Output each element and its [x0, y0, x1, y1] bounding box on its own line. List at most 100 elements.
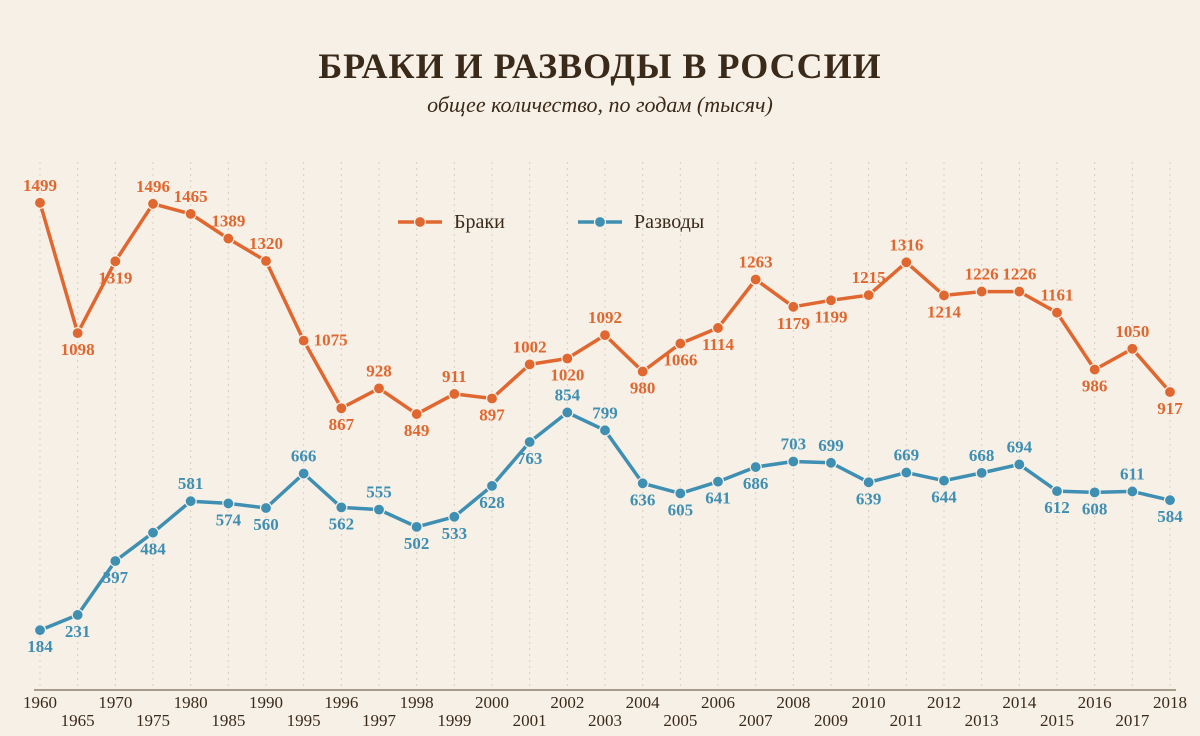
marriages-marker [449, 388, 460, 399]
marriages-marker [185, 208, 196, 219]
chart-title: БРАКИ И РАЗВОДЫ В РОССИИ [318, 46, 881, 86]
divorces-marker [1014, 459, 1025, 470]
divorces-value-label: 628 [479, 493, 505, 512]
marriages-marker [1014, 286, 1025, 297]
chart-subtitle: общее количество, по годам (тысяч) [427, 92, 773, 117]
marriages-marker [637, 366, 648, 377]
x-axis-label: 2011 [890, 711, 923, 730]
marriages-marker [411, 409, 422, 420]
divorces-value-label: 699 [818, 436, 844, 455]
divorces-value-label: 644 [931, 488, 957, 507]
x-axis-label: 1975 [136, 711, 170, 730]
divorces-value-label: 854 [555, 385, 581, 404]
x-axis-label: 1995 [287, 711, 321, 730]
marriages-value-label: 849 [404, 421, 430, 440]
marriages-value-label: 1092 [588, 308, 622, 327]
divorces-marker [826, 457, 837, 468]
divorces-value-label: 666 [291, 447, 317, 466]
marriages-value-label: 1179 [777, 314, 810, 333]
divorces-marker [336, 502, 347, 513]
line-chart: БРАКИ И РАЗВОДЫ В РОССИИ общее количество… [0, 0, 1200, 736]
marriages-value-label: 980 [630, 379, 656, 398]
marriages-marker [148, 198, 159, 209]
marriages-value-label: 1075 [314, 331, 348, 350]
marriages-marker [750, 274, 761, 285]
x-axis-label: 2005 [663, 711, 697, 730]
marriages-value-label: 1316 [889, 235, 923, 254]
marriages-value-label: 1496 [136, 177, 170, 196]
divorces-marker [788, 456, 799, 467]
divorces-marker [637, 478, 648, 489]
legend-marker-marriages [415, 217, 426, 228]
marriages-value-label: 1050 [1115, 322, 1149, 341]
x-axis-label: 2006 [701, 693, 735, 712]
divorces-marker [223, 498, 234, 509]
marriages-value-label: 1215 [852, 268, 886, 287]
marriages-marker [1052, 307, 1063, 318]
x-axis-label: 2015 [1040, 711, 1074, 730]
x-axis-label: 1960 [23, 693, 57, 712]
divorces-marker [148, 527, 159, 538]
marriages-value-label: 1319 [98, 268, 132, 287]
divorces-value-label: 669 [894, 446, 920, 465]
divorces-marker [411, 521, 422, 532]
divorces-marker [1089, 487, 1100, 498]
x-axis-label: 1980 [174, 693, 208, 712]
divorces-value-label: 231 [65, 622, 91, 641]
marriages-marker [524, 359, 535, 370]
divorces-value-label: 184 [27, 637, 53, 656]
divorces-marker [675, 488, 686, 499]
legend-marker-divorces [595, 217, 606, 228]
divorces-marker [976, 467, 987, 478]
x-axis-label: 1990 [249, 693, 283, 712]
marriages-marker [374, 383, 385, 394]
marriages-value-label: 1263 [739, 253, 773, 272]
x-axis-label: 2002 [550, 693, 584, 712]
marriages-marker [562, 353, 573, 364]
marriages-value-label: 1465 [174, 187, 208, 206]
x-axis-label: 2008 [776, 693, 810, 712]
marriages-value-label: 1114 [702, 335, 735, 354]
marriages-value-label: 928 [366, 361, 392, 380]
marriages-value-label: 1320 [249, 234, 283, 253]
divorces-value-label: 560 [253, 515, 279, 534]
divorces-value-label: 668 [969, 446, 995, 465]
divorces-value-label: 611 [1120, 464, 1145, 483]
divorces-marker [562, 407, 573, 418]
x-axis-label: 1999 [437, 711, 471, 730]
divorces-value-label: 636 [630, 490, 656, 509]
marriages-value-label: 1098 [61, 340, 95, 359]
x-axis-label: 2003 [588, 711, 622, 730]
marriages-marker [35, 197, 46, 208]
marriages-marker [223, 233, 234, 244]
marriages-marker [487, 393, 498, 404]
x-axis-label: 2012 [927, 693, 961, 712]
x-axis-label: 2001 [513, 711, 547, 730]
divorces-value-label: 799 [592, 403, 618, 422]
divorces-marker [298, 468, 309, 479]
x-axis-label: 2010 [852, 693, 886, 712]
marriages-marker [976, 286, 987, 297]
marriages-value-label: 911 [442, 367, 467, 386]
divorces-value-label: 605 [668, 500, 694, 519]
marriages-value-label: 1499 [23, 176, 57, 195]
divorces-value-label: 612 [1044, 498, 1070, 517]
divorces-value-label: 763 [517, 449, 543, 468]
marriages-value-label: 1020 [550, 366, 584, 385]
marriages-marker [72, 328, 83, 339]
marriages-marker [1165, 386, 1176, 397]
divorces-value-label: 562 [329, 514, 355, 533]
divorces-marker [901, 467, 912, 478]
marriages-value-label: 867 [329, 415, 355, 434]
divorces-value-label: 397 [103, 568, 129, 587]
divorces-marker [449, 511, 460, 522]
marriages-value-label: 1002 [513, 337, 547, 356]
divorces-marker [750, 462, 761, 473]
marriages-marker [261, 256, 272, 267]
divorces-value-label: 694 [1007, 437, 1033, 456]
divorces-marker [374, 504, 385, 515]
x-axis-label: 1998 [400, 693, 434, 712]
marriages-marker [600, 330, 611, 341]
x-axis-label: 1970 [98, 693, 132, 712]
divorces-value-label: 686 [743, 474, 769, 493]
